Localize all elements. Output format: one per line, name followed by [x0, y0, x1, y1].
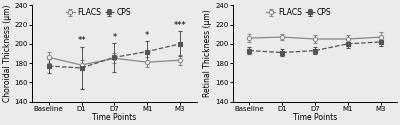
X-axis label: Time Points: Time Points [293, 113, 337, 122]
Legend: FLACS, CPS: FLACS, CPS [266, 8, 332, 17]
Legend: FLACS, CPS: FLACS, CPS [66, 8, 131, 17]
Text: ***: *** [174, 21, 186, 30]
Text: *: * [145, 31, 149, 40]
Text: **: ** [77, 36, 86, 45]
Text: *: * [112, 33, 116, 42]
X-axis label: Time Points: Time Points [92, 113, 136, 122]
Y-axis label: Choroidal Thickness (μm): Choroidal Thickness (μm) [3, 5, 12, 102]
Y-axis label: Retinal Thickness (μm): Retinal Thickness (μm) [204, 10, 212, 97]
